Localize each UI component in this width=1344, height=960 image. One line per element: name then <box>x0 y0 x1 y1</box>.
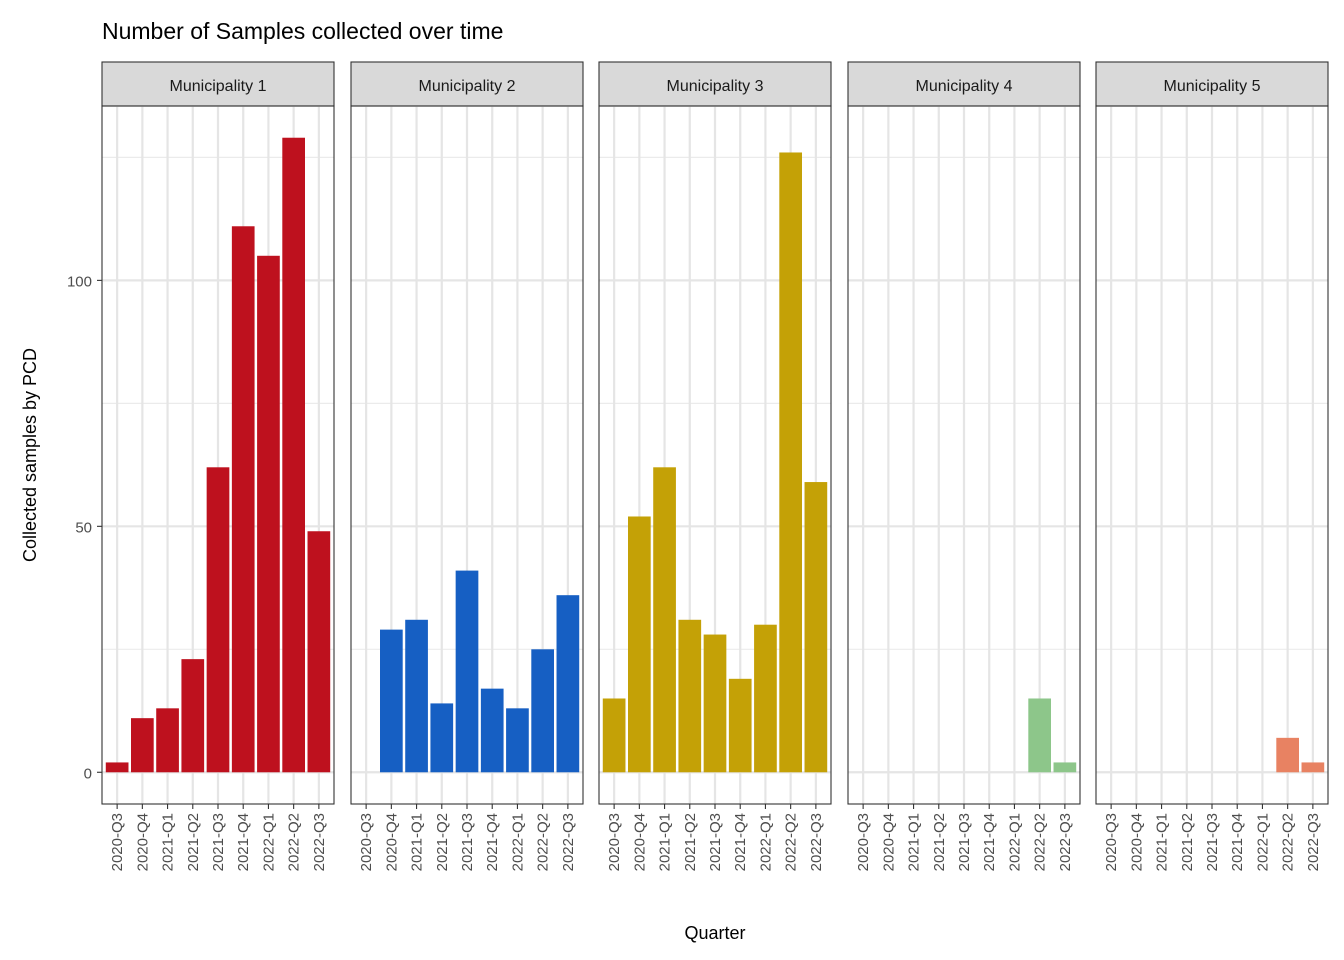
bar <box>728 678 752 773</box>
bar <box>628 516 651 773</box>
x-tick-label: 2021-Q2 <box>682 813 699 871</box>
facet-label: Municipality 1 <box>170 78 267 95</box>
bar <box>754 624 777 773</box>
bar <box>1276 737 1299 773</box>
bar <box>231 226 255 773</box>
y-tick-label: 0 <box>84 765 92 782</box>
bar <box>602 698 626 773</box>
bar <box>506 708 529 773</box>
x-tick-label: 2022-Q1 <box>1006 813 1023 871</box>
x-tick-label: 2020-Q3 <box>1103 813 1120 871</box>
x-tick-label: 2021-Q3 <box>1204 813 1221 871</box>
x-tick-label: 2022-Q2 <box>286 813 303 871</box>
x-tick-label: 2021-Q4 <box>235 813 252 871</box>
x-tick-label: 2022-Q2 <box>783 813 800 871</box>
facet-label: Municipality 4 <box>916 78 1013 95</box>
x-tick-label: 2020-Q3 <box>109 813 126 871</box>
x-tick-label: 2022-Q3 <box>560 813 577 871</box>
x-tick-label: 2022-Q3 <box>1057 813 1074 871</box>
x-tick-label: 2022-Q2 <box>1280 813 1297 871</box>
facet-strip <box>1095 61 1329 107</box>
x-tick-label: 2021-Q4 <box>732 813 749 871</box>
facet-label: Municipality 5 <box>1164 78 1261 95</box>
x-tick-label: 2020-Q4 <box>1128 813 1145 871</box>
x-tick-label: 2022-Q1 <box>509 813 526 871</box>
x-tick-label: 2021-Q2 <box>1179 813 1196 871</box>
x-tick-label: 2021-Q2 <box>434 813 451 871</box>
x-tick-label: 2021-Q4 <box>981 813 998 871</box>
facet-strip <box>350 61 584 107</box>
x-tick-label: 2021-Q3 <box>459 813 476 871</box>
bar <box>282 137 305 773</box>
bar <box>206 467 230 773</box>
y-axis-label: Collected samples by PCD <box>20 348 40 562</box>
bar <box>779 152 802 773</box>
bar <box>480 688 504 773</box>
x-tick-label: 2021-Q4 <box>1229 813 1246 871</box>
bar <box>455 570 479 773</box>
x-tick-label: 2020-Q4 <box>134 813 151 871</box>
facet-label: Municipality 3 <box>667 78 764 95</box>
bar <box>105 762 129 773</box>
bar <box>430 703 454 773</box>
facet-strip <box>598 61 832 107</box>
x-tick-label: 2020-Q3 <box>358 813 375 871</box>
x-tick-label: 2021-Q1 <box>409 813 426 871</box>
x-tick-label: 2021-Q3 <box>707 813 724 871</box>
bar <box>131 718 154 773</box>
x-tick-label: 2021-Q3 <box>210 813 227 871</box>
x-tick-label: 2020-Q3 <box>855 813 872 871</box>
x-tick-label: 2022-Q3 <box>808 813 825 871</box>
bar <box>1301 762 1325 773</box>
bar <box>1028 698 1051 773</box>
bar <box>257 255 280 773</box>
facet-label: Municipality 2 <box>419 78 516 95</box>
facet-panel: Municipality 3 2020-Q3 2020-Q4 2021-Q1 2021-… <box>598 61 832 871</box>
bar <box>405 619 428 773</box>
x-tick-label: 2021-Q3 <box>956 813 973 871</box>
facet-panel: Municipality 1 2020-Q3 2020-Q4 2021-Q1 2021-… <box>101 61 335 871</box>
x-tick-label: 2021-Q1 <box>657 813 674 871</box>
facet-panel: Municipality 2 2020-Q3 2020-Q4 2021-Q1 2021-… <box>350 61 584 871</box>
x-tick-label: 2021-Q1 <box>160 813 177 871</box>
x-tick-label: 2022-Q2 <box>1032 813 1049 871</box>
bar <box>307 531 331 773</box>
bar <box>653 467 676 773</box>
x-tick-label: 2020-Q4 <box>880 813 897 871</box>
x-tick-label: 2020-Q3 <box>606 813 623 871</box>
bar <box>531 649 554 773</box>
x-tick-label: 2021-Q2 <box>931 813 948 871</box>
facet-panel: Municipality 4 2020-Q3 2020-Q4 2021-Q1 2021-… <box>847 61 1081 871</box>
facet-strip <box>847 61 1081 107</box>
x-tick-label: 2021-Q4 <box>484 813 501 871</box>
bar <box>181 659 205 773</box>
x-tick-label: 2021-Q2 <box>185 813 202 871</box>
x-tick-label: 2022-Q1 <box>260 813 277 871</box>
y-tick-label: 50 <box>75 519 92 536</box>
x-tick-label: 2022-Q1 <box>757 813 774 871</box>
x-tick-label: 2022-Q3 <box>311 813 328 871</box>
bar <box>703 634 727 773</box>
bar <box>380 629 403 773</box>
facet-strip <box>101 61 335 107</box>
bar <box>156 708 179 773</box>
bar <box>556 595 580 773</box>
x-tick-label: 2021-Q1 <box>906 813 923 871</box>
x-tick-label: 2020-Q4 <box>383 813 400 871</box>
bar <box>804 482 828 773</box>
y-tick-label: 100 <box>67 273 92 290</box>
x-tick-label: 2022-Q2 <box>535 813 552 871</box>
x-tick-label: 2022-Q3 <box>1305 813 1322 871</box>
x-tick-label: 2021-Q1 <box>1154 813 1171 871</box>
x-axis-label: Quarter <box>684 923 745 943</box>
x-tick-label: 2020-Q4 <box>631 813 648 871</box>
bar <box>1053 762 1077 773</box>
bar <box>678 619 702 773</box>
chart-title: Number of Samples collected over time <box>102 18 503 44</box>
facet-panel: Municipality 5 2020-Q3 2020-Q4 2021-Q1 2021-… <box>1095 61 1329 871</box>
x-tick-label: 2022-Q1 <box>1254 813 1271 871</box>
